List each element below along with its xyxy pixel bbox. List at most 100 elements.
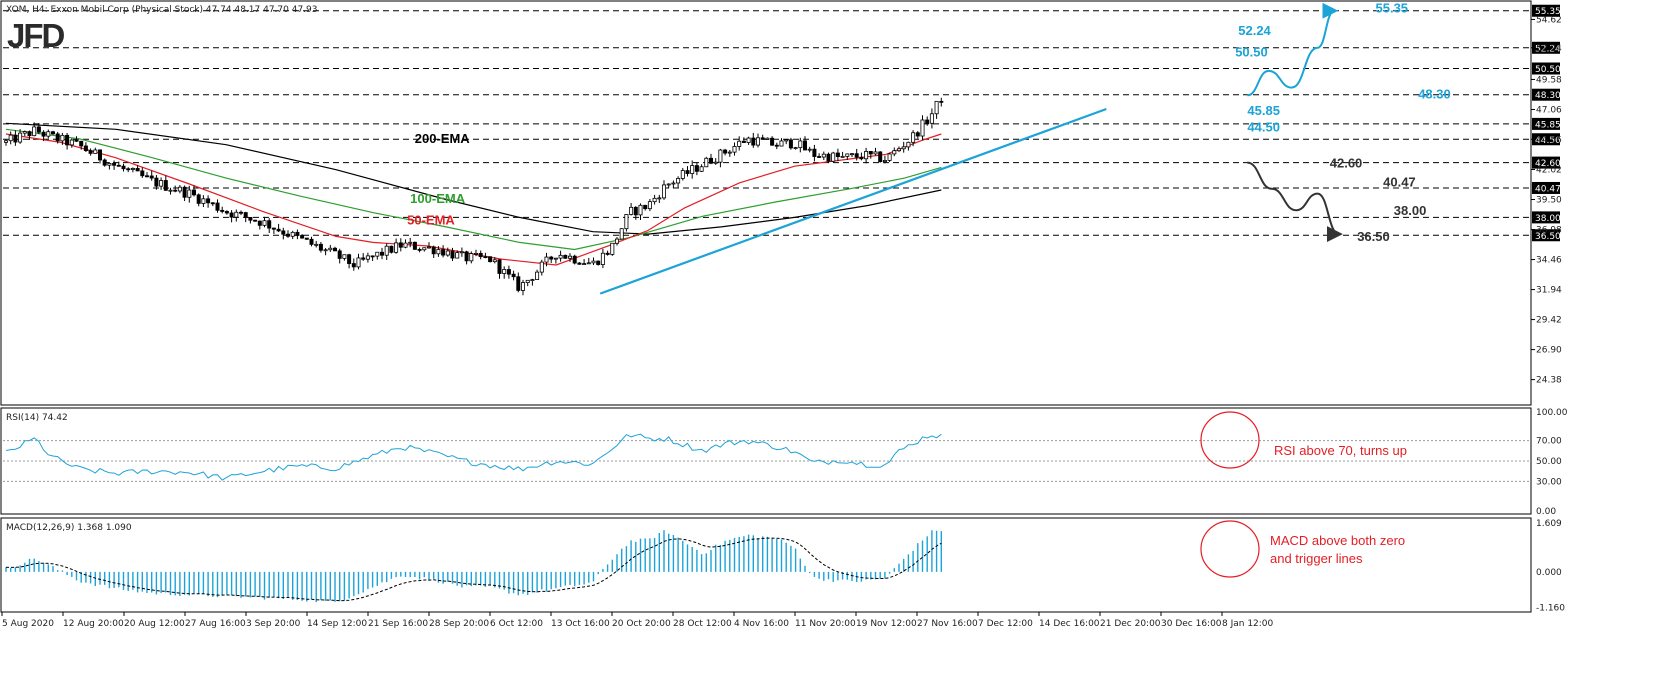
level-tag: 42.60 xyxy=(1535,159,1561,169)
symbol-header: XOM, H4: Exxon Mobil Corp (Physical Stoc… xyxy=(6,5,318,15)
price-tick-label: 39.50 xyxy=(1536,196,1562,206)
candle-body xyxy=(337,250,342,259)
candle-body xyxy=(4,140,9,143)
candle-body xyxy=(525,279,530,283)
candle-body xyxy=(558,254,563,259)
candle-body xyxy=(318,243,323,251)
projection-label: 42.60 xyxy=(1330,155,1363,170)
projection-label: 48.30 xyxy=(1418,86,1451,101)
candle-body xyxy=(473,252,478,255)
candle-body xyxy=(328,247,333,251)
candle-body xyxy=(46,131,51,137)
logo-text: JFD xyxy=(7,17,65,54)
candle-body xyxy=(257,220,262,226)
rsi-panel: RSI(14) 74.42 100.00 70.00 50.00 30.00 0.00 xyxy=(3,408,1568,517)
projection-label: 40.47 xyxy=(1383,174,1416,189)
candle-body xyxy=(177,186,182,192)
candle-body xyxy=(897,148,902,152)
candle-body xyxy=(826,153,831,162)
candle-body xyxy=(412,241,417,250)
candle-body xyxy=(210,202,215,205)
candle-body xyxy=(892,150,897,155)
candle-body xyxy=(234,211,239,218)
candle-body xyxy=(591,260,596,264)
candle-body xyxy=(116,164,121,167)
candle-body xyxy=(845,153,850,157)
candle-body xyxy=(253,219,258,222)
time-tick-label: 7 Dec 12:00 xyxy=(978,619,1033,629)
candle-body xyxy=(243,212,248,218)
candle-body xyxy=(149,175,154,179)
indicator-notes: RSI above 70, turns up MACD above both ze… xyxy=(1200,411,1407,578)
candle-body xyxy=(535,271,540,280)
time-tick-label: 27 Aug 16:00 xyxy=(185,619,246,629)
candle-body xyxy=(568,255,573,259)
candle-body xyxy=(798,140,803,149)
candle-body xyxy=(882,160,887,163)
candle-body xyxy=(906,141,911,148)
projection-label: 36.50 xyxy=(1357,229,1390,244)
candle-body xyxy=(544,256,549,263)
candle-body xyxy=(671,182,676,185)
candle-body xyxy=(925,119,930,124)
candle-body xyxy=(694,165,699,172)
candle-body xyxy=(619,228,624,240)
candle-body xyxy=(685,170,690,174)
candle-body xyxy=(403,242,408,248)
horizontal-levels xyxy=(3,10,1531,236)
candle-body xyxy=(55,133,60,142)
support-trendline xyxy=(599,107,1107,295)
candle-body xyxy=(521,282,526,291)
candle-body xyxy=(765,137,770,140)
candle-body xyxy=(502,269,507,274)
candle-body xyxy=(873,151,878,155)
candle-body xyxy=(840,155,845,158)
price-tick-label: 34.46 xyxy=(1536,256,1562,266)
candle-body xyxy=(290,231,295,237)
candle-body xyxy=(79,140,84,147)
candle-body xyxy=(206,198,211,204)
price-tick-label: 42.02 xyxy=(1536,166,1562,176)
candle-body xyxy=(854,153,859,158)
candle-body xyxy=(304,237,309,240)
level-tag-bg xyxy=(1532,211,1560,224)
candle-body xyxy=(779,140,784,147)
trendline-layer xyxy=(599,107,1107,295)
candle-body xyxy=(788,139,793,149)
candle-body xyxy=(281,230,286,235)
candle-body xyxy=(760,137,765,140)
candle-body xyxy=(379,251,384,256)
candle-body xyxy=(455,252,460,259)
candle-body xyxy=(784,139,789,142)
candle-body xyxy=(478,252,483,258)
candle-body xyxy=(121,165,126,170)
candle-body xyxy=(718,149,723,163)
candle-body xyxy=(436,249,441,255)
candle-body xyxy=(375,251,380,257)
ema-line xyxy=(5,133,942,266)
time-tick-label: 5 Aug 2020 xyxy=(2,619,54,629)
candle-body xyxy=(629,206,634,215)
candle-body xyxy=(408,241,413,244)
candle-body xyxy=(173,189,178,192)
candle-body xyxy=(662,184,667,199)
level-tag: 36.50 xyxy=(1535,232,1561,242)
candle-body xyxy=(803,140,808,151)
candle-body xyxy=(201,198,206,204)
level-tag: 50.50 xyxy=(1535,65,1561,75)
candle-body xyxy=(262,220,267,226)
candle-body xyxy=(215,202,220,211)
candle-body xyxy=(464,251,469,262)
time-axis: 5 Aug 2020 12 Aug 20:00 20 Aug 12:00 27 Aug… xyxy=(1,612,1274,629)
candle-body xyxy=(709,157,714,164)
rsi-tick-label: 0.00 xyxy=(1536,507,1556,517)
candle-body xyxy=(553,257,558,260)
candle-body xyxy=(915,132,920,137)
candle-body xyxy=(812,148,817,157)
candle-body xyxy=(314,243,319,246)
macd-tick-label: 1.609 xyxy=(1536,519,1562,529)
candle-body xyxy=(130,168,135,170)
projection-label: 44.50 xyxy=(1247,120,1280,135)
level-tag: 48.30 xyxy=(1535,91,1561,101)
